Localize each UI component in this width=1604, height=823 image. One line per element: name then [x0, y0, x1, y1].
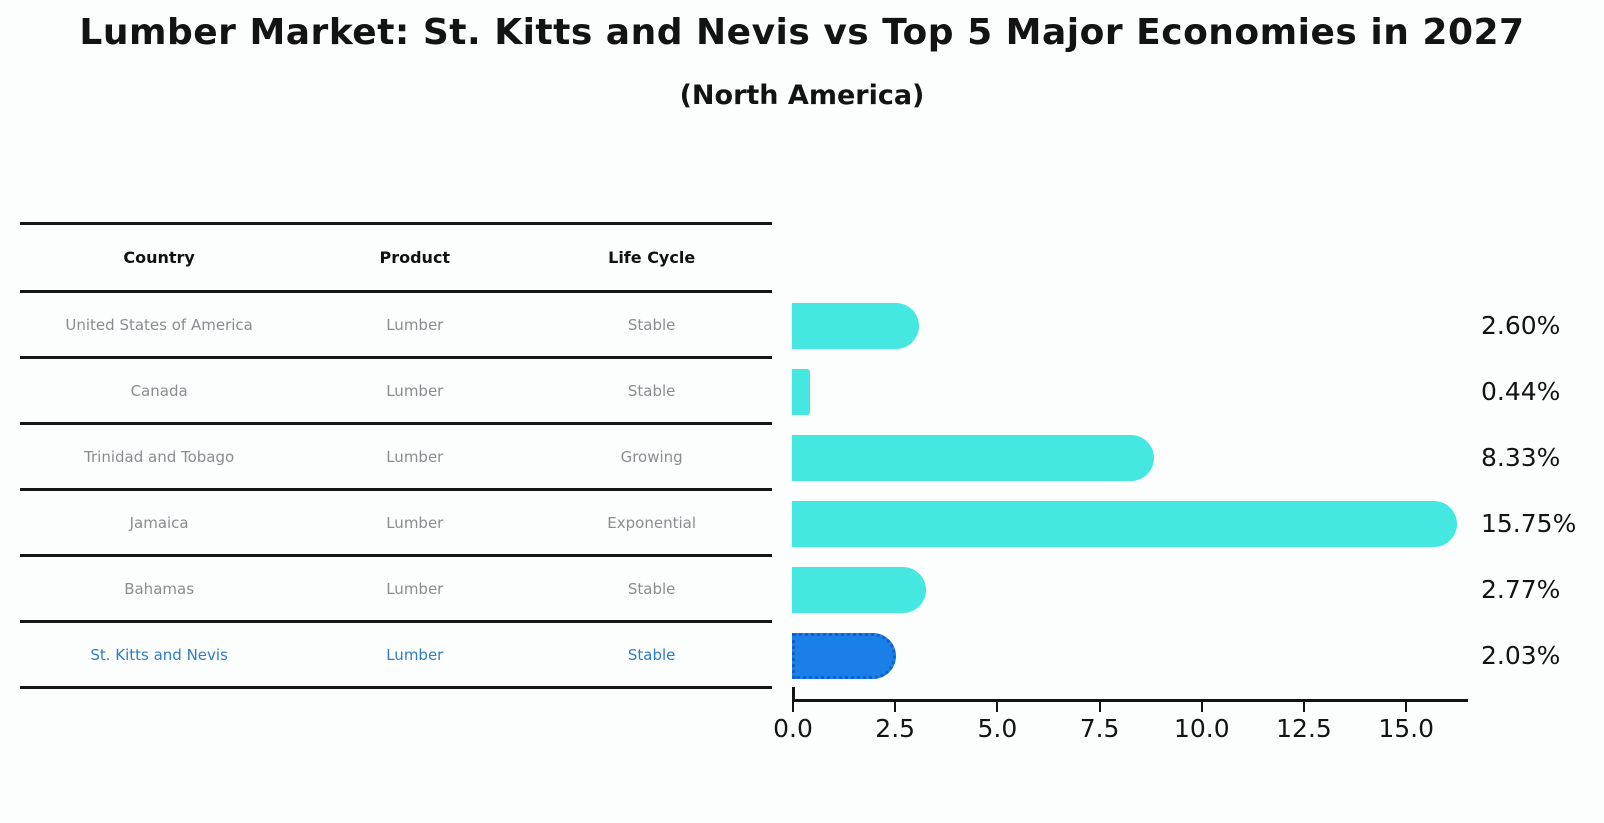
- table-row: Trinidad and Tobago Lumber Growing: [20, 425, 772, 491]
- table-cell-product: Lumber: [386, 381, 444, 400]
- bar: [792, 435, 1154, 481]
- x-axis-tick-label: 5.0: [977, 714, 1018, 743]
- bar-value-label: 0.44%: [1481, 377, 1561, 406]
- table-cell-country: Jamaica: [129, 513, 189, 532]
- table-row: United States of America Lumber Stable: [20, 293, 772, 359]
- table-row: St. Kitts and Nevis Lumber Stable: [20, 623, 772, 689]
- table-cell-country: United States of America: [65, 315, 253, 334]
- x-axis-tick-label: 10.0: [1173, 714, 1230, 743]
- table-cell-life-cycle: Stable: [627, 381, 676, 400]
- bar-value-label: 2.60%: [1481, 311, 1561, 340]
- bar: [792, 501, 1458, 547]
- table-row: Bahamas Lumber Stable: [20, 557, 772, 623]
- table-body: United States of America Lumber Stable Cana…: [20, 293, 772, 689]
- bar-value-label: 15.75%: [1481, 509, 1577, 538]
- table-header-country: Country: [123, 248, 195, 267]
- bar-value-label: 2.03%: [1481, 641, 1561, 670]
- x-axis-tick-mark: [1405, 702, 1408, 712]
- table-row: Canada Lumber Stable: [20, 359, 772, 425]
- x-axis-tick-label: 12.5: [1276, 714, 1332, 743]
- bar-value-label: 8.33%: [1481, 443, 1561, 472]
- table-cell-life-cycle: Growing: [620, 447, 683, 466]
- x-axis-tick-mark: [1200, 702, 1203, 712]
- x-axis-tick-mark: [1098, 702, 1101, 712]
- table-cell-country: Bahamas: [124, 579, 195, 598]
- table-cell-product: Lumber: [386, 579, 444, 598]
- x-axis-line: [792, 699, 1468, 702]
- table-cell-country: Trinidad and Tobago: [84, 447, 235, 466]
- table-cell-country: St. Kitts and Nevis: [90, 645, 228, 664]
- x-axis-tick-mark: [996, 702, 999, 712]
- table-cell-life-cycle: Stable: [627, 579, 676, 598]
- bar-value-label: 2.77%: [1481, 575, 1561, 604]
- table-cell-product: Lumber: [386, 447, 444, 466]
- country-table: Country Product Life Cycle United States…: [20, 222, 772, 689]
- x-axis-left-cap: [792, 687, 795, 700]
- x-axis-tick-label: 2.5: [875, 714, 916, 743]
- table-cell-product: Lumber: [386, 513, 444, 532]
- table-cell-life-cycle: Stable: [627, 645, 676, 664]
- page-title: Lumber Market: St. Kitts and Nevis vs To…: [79, 12, 1525, 53]
- x-axis-tick-label: 15.0: [1378, 714, 1435, 743]
- table-cell-product: Lumber: [386, 315, 444, 334]
- table-cell-product: Lumber: [386, 645, 444, 664]
- x-axis-tick-label: 0.0: [773, 714, 813, 743]
- table-cell-life-cycle: Stable: [627, 315, 676, 334]
- table-header-life-cycle: Life Cycle: [608, 248, 696, 267]
- table-header-row: Country Product Life Cycle: [20, 225, 772, 293]
- table-cell-country: Canada: [130, 381, 188, 400]
- page-subtitle: (North America): [679, 80, 925, 111]
- bar: [792, 567, 927, 613]
- x-axis-tick-mark: [792, 702, 794, 712]
- table-cell-life-cycle: Exponential: [607, 513, 697, 532]
- table-row: Jamaica Lumber Exponential: [20, 491, 772, 557]
- bar-highlight: [792, 633, 897, 679]
- x-axis-tick-mark: [1303, 702, 1305, 712]
- table-header-product: Product: [379, 248, 451, 267]
- bar: [792, 303, 920, 349]
- x-axis-tick-mark: [894, 702, 897, 712]
- x-axis-tick-label: 7.5: [1079, 714, 1120, 743]
- bar: [792, 369, 810, 415]
